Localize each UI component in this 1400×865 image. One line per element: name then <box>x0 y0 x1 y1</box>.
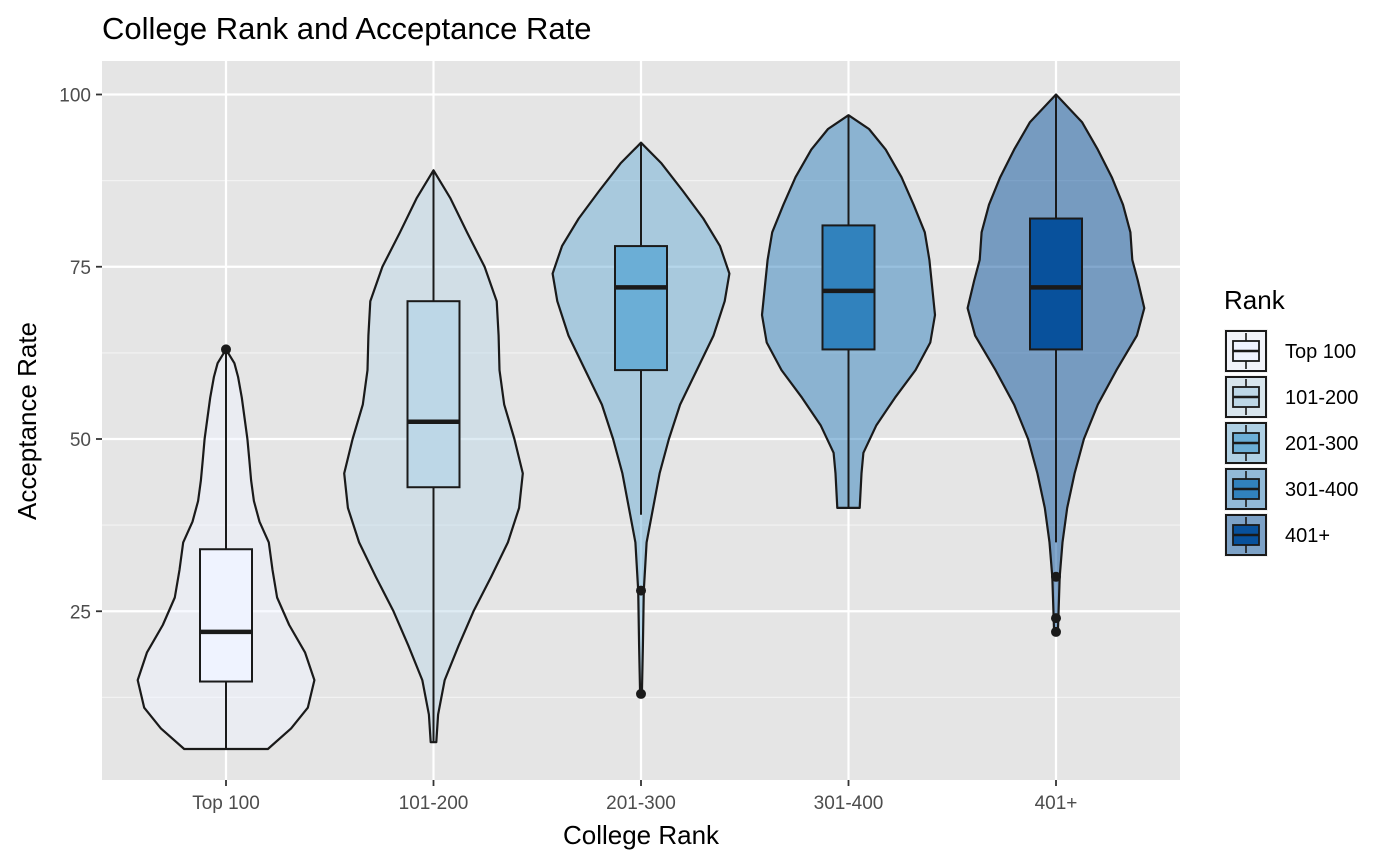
y-tick-label: 75 <box>70 258 91 279</box>
chart-marks <box>136 93 1146 751</box>
legend-label: 301-400 <box>1285 479 1358 501</box>
legend-label: 201-300 <box>1285 433 1358 455</box>
outlier-point <box>636 585 646 596</box>
box <box>821 224 876 351</box>
legend-label: 401+ <box>1285 525 1330 547</box>
outlier-point <box>636 688 646 699</box>
y-tick-label: 100 <box>59 86 91 107</box>
chart-title: College Rank and Acceptance Rate <box>102 11 591 46</box>
outlier-point <box>221 344 231 355</box>
violin-group <box>136 344 316 751</box>
outlier-point <box>1051 626 1061 637</box>
violin-group <box>760 114 937 509</box>
x-tick-label: 401+ <box>1035 793 1078 814</box>
y-axis: 25 50 75 100 <box>59 86 102 623</box>
violin-group <box>966 93 1146 637</box>
x-tick-label: 201-300 <box>606 793 676 814</box>
violin-group <box>551 141 731 699</box>
y-axis-title: Acceptance Rate <box>12 322 42 520</box>
outlier-point <box>1051 613 1061 624</box>
legend-label: Top 100 <box>1285 341 1356 363</box>
box <box>614 245 668 372</box>
box <box>199 548 253 683</box>
legend-title: Rank <box>1224 285 1286 315</box>
legend-label: 101-200 <box>1285 387 1358 409</box>
outlier-point <box>1051 571 1061 582</box>
x-axis: Top 100 101-200 201-300 301-400 401+ <box>192 780 1077 814</box>
legend-item: 401+ <box>1224 513 1330 557</box>
x-tick-label: Top 100 <box>192 793 260 814</box>
legend-item: 301-400 <box>1224 467 1358 511</box>
y-tick-label: 25 <box>70 602 91 623</box>
box <box>1029 217 1083 351</box>
box <box>406 300 461 489</box>
legend-item: Top 100 <box>1224 329 1356 373</box>
legend: Rank Top 100 101-200 201-300 301-400 401+ <box>1224 285 1358 557</box>
x-tick-label: 101-200 <box>399 793 469 814</box>
y-tick-label: 50 <box>70 430 91 451</box>
x-axis-title: College Rank <box>563 820 720 850</box>
violin-group <box>343 169 524 744</box>
x-tick-label: 301-400 <box>814 793 884 814</box>
legend-item: 201-300 <box>1224 421 1358 465</box>
legend-item: 101-200 <box>1224 375 1358 419</box>
